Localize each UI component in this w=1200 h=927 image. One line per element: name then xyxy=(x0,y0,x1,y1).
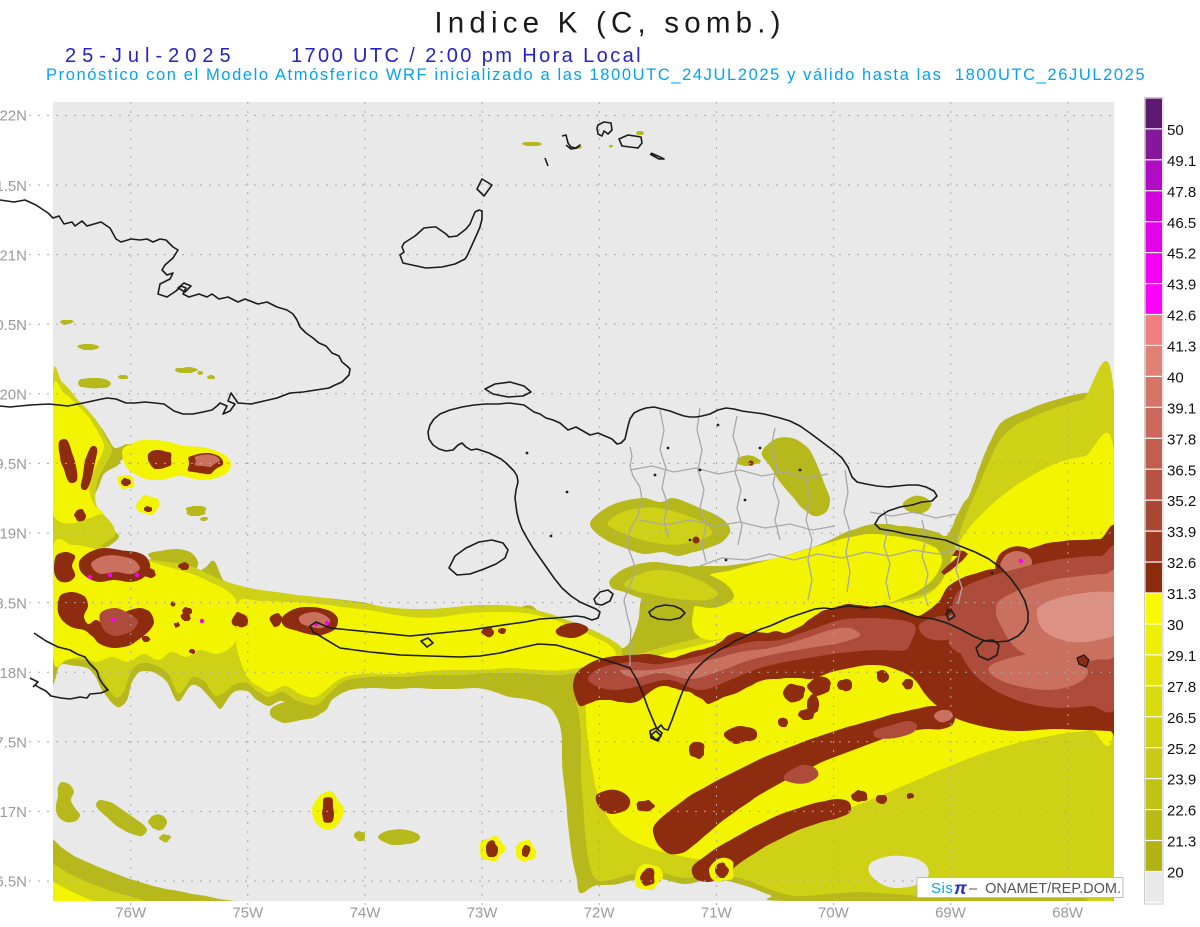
svg-text:18N: 18N xyxy=(0,665,27,682)
svg-text:25-Jul-2025: 25-Jul-2025 xyxy=(65,45,237,67)
svg-text:23.9: 23.9 xyxy=(1167,772,1196,789)
svg-text:6.5N: 6.5N xyxy=(0,874,27,891)
svg-text:37.8: 37.8 xyxy=(1167,431,1196,448)
svg-text:8.5N: 8.5N xyxy=(0,595,27,612)
svg-text:30: 30 xyxy=(1167,617,1184,634)
svg-text:21.3: 21.3 xyxy=(1167,834,1196,851)
svg-text:25.2: 25.2 xyxy=(1167,741,1196,758)
svg-text:26.5: 26.5 xyxy=(1167,710,1196,727)
svg-text:π: π xyxy=(954,878,967,898)
svg-text:71W: 71W xyxy=(701,905,733,922)
svg-text:27.8: 27.8 xyxy=(1167,679,1196,696)
svg-text:40: 40 xyxy=(1167,370,1184,387)
svg-text:9.5N: 9.5N xyxy=(0,456,27,473)
svg-text:36.5: 36.5 xyxy=(1167,462,1196,479)
svg-text:7.5N: 7.5N xyxy=(0,735,27,752)
svg-text:19N: 19N xyxy=(0,526,27,543)
svg-text:17N: 17N xyxy=(0,804,27,821)
svg-text:33.9: 33.9 xyxy=(1167,524,1196,541)
svg-text:35.2: 35.2 xyxy=(1167,493,1196,510)
svg-text:42.6: 42.6 xyxy=(1167,308,1196,325)
svg-text:20: 20 xyxy=(1167,865,1184,882)
svg-text:72W: 72W xyxy=(584,905,616,922)
svg-text:20N: 20N xyxy=(0,387,27,404)
svg-text:47.8: 47.8 xyxy=(1167,184,1196,201)
svg-text:Pronóstico con el Modelo Atmós: Pronóstico con el Modelo Atmósferico WRF… xyxy=(46,66,1146,84)
svg-text:22N: 22N xyxy=(0,108,27,125)
svg-text:Sis: Sis xyxy=(931,880,953,897)
svg-text:– ONAMET/REP.DOM.: – ONAMET/REP.DOM. xyxy=(969,881,1121,897)
svg-text:Indice K (C, somb.): Indice K (C, somb.) xyxy=(434,7,785,40)
svg-text:50: 50 xyxy=(1167,122,1184,139)
svg-text:70W: 70W xyxy=(818,905,850,922)
svg-text:68W: 68W xyxy=(1052,905,1084,922)
svg-text:0.5N: 0.5N xyxy=(0,317,27,334)
svg-text:39.1: 39.1 xyxy=(1167,400,1196,417)
svg-text:21N: 21N xyxy=(0,247,27,264)
svg-text:75W: 75W xyxy=(232,905,264,922)
svg-text:49.1: 49.1 xyxy=(1167,153,1196,170)
svg-text:1700 UTC / 2:00 pm Hora Local: 1700 UTC / 2:00 pm Hora Local xyxy=(291,45,643,67)
svg-text:76W: 76W xyxy=(115,905,147,922)
svg-text:45.2: 45.2 xyxy=(1167,246,1196,263)
svg-text:1.5N: 1.5N xyxy=(0,178,27,195)
svg-text:31.3: 31.3 xyxy=(1167,586,1196,603)
svg-text:29.1: 29.1 xyxy=(1167,648,1196,665)
svg-text:46.5: 46.5 xyxy=(1167,215,1196,232)
svg-text:43.9: 43.9 xyxy=(1167,277,1196,294)
svg-text:41.3: 41.3 xyxy=(1167,339,1196,356)
svg-text:73W: 73W xyxy=(467,905,499,922)
svg-text:69W: 69W xyxy=(935,905,967,922)
svg-text:32.6: 32.6 xyxy=(1167,555,1196,572)
svg-text:22.6: 22.6 xyxy=(1167,803,1196,820)
svg-text:74W: 74W xyxy=(350,905,382,922)
